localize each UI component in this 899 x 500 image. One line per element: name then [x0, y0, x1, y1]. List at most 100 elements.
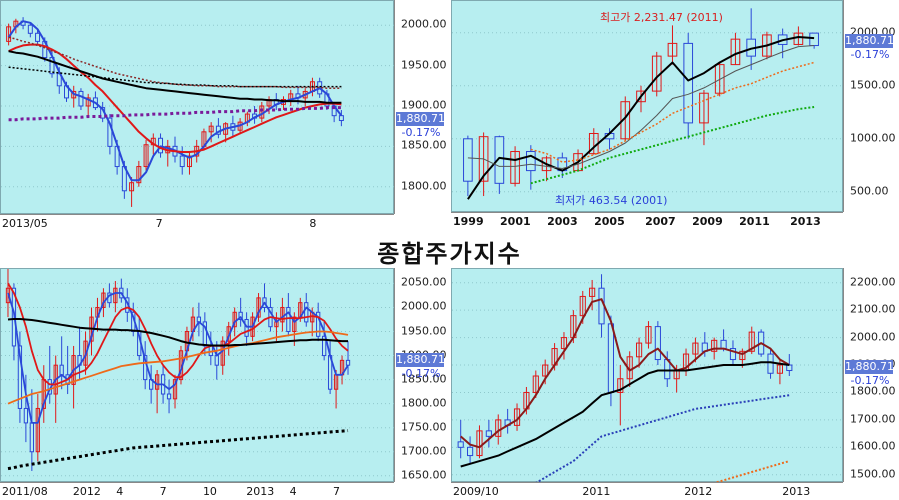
candle-body-30	[739, 350, 746, 361]
yearly-chart	[452, 8, 844, 200]
x-tick-label-6: 2011	[739, 215, 770, 228]
series-line-2	[7, 330, 349, 405]
candle-body-1	[467, 446, 474, 457]
y-tick-label-4: 1800.00	[401, 179, 447, 193]
plot-area-weekly-2	[451, 268, 844, 483]
candle-body-52	[316, 311, 321, 337]
series-line-5	[8, 106, 342, 122]
candle-body-5	[541, 157, 552, 172]
x-tick-label-1: 2012	[72, 485, 101, 498]
y-axis-weekly-1: 2050.002000.001950.001900.001850.001800.…	[394, 268, 449, 482]
candle-body-13	[667, 42, 678, 57]
candle-body-3	[485, 430, 492, 437]
candle-body-50	[304, 302, 309, 323]
last-price-badge: 1,880.71	[845, 360, 894, 374]
x-tick-label-3: 7	[159, 485, 167, 498]
series-line-3	[530, 106, 815, 185]
series-line-4	[7, 429, 349, 471]
x-axis-daily: 2013/05 7 8	[0, 214, 394, 232]
series-line-2	[530, 61, 815, 163]
plot-area-weekly-1	[0, 268, 395, 482]
x-tick-label-7: 7	[332, 485, 340, 498]
y-tick-label-7: 1500.00	[850, 467, 896, 481]
candle-body-3	[27, 24, 33, 34]
x-tick-label-3: 2005	[594, 215, 625, 228]
daily-chart	[1, 17, 395, 207]
y-tick-label-0: 2200.00	[850, 275, 896, 289]
x-tick-label-4: 10	[202, 485, 217, 498]
y-tick-label-1: 1500.00	[850, 78, 896, 92]
x-tick-label-4: 2007	[645, 215, 676, 228]
candle-body-17	[617, 378, 624, 393]
candle-body-39	[238, 311, 243, 320]
series-line-3	[710, 460, 790, 483]
candle-body-8	[532, 375, 539, 393]
y-tick-label-7: 1700.00	[401, 444, 447, 458]
candle-body-47	[286, 306, 291, 333]
y-tick-label-5: 1800.00	[401, 396, 447, 410]
candle-body-57	[345, 359, 351, 366]
candle-body-11	[560, 337, 568, 350]
panel-weekly-2: 2200.002100.002000.001900.001800.001700.…	[451, 268, 899, 500]
candle-body-4	[35, 32, 41, 42]
candle-body-10	[78, 90, 84, 107]
annotation-high-label: 최고가	[600, 11, 631, 24]
candle-body-25	[186, 155, 192, 168]
y-tick-label-6: 1600.00	[850, 439, 896, 453]
weekly-2-chart	[452, 274, 844, 483]
x-tick-label-1: 2011	[582, 485, 611, 498]
x-tick-label-1: 2001	[500, 215, 531, 228]
candle-body-0	[463, 138, 473, 182]
series-line-1	[7, 282, 349, 386]
x-tick-label-5: 2013	[246, 485, 275, 498]
candle-body-0	[457, 441, 464, 448]
y-tick-label-3: 500.00	[850, 184, 889, 198]
x-tick-label-0: 2009/10	[453, 485, 499, 498]
annotation-low: 최저가 463.54 (2001)	[555, 192, 667, 208]
y-tick-label-0: 2050.00	[401, 275, 447, 289]
candle-body-13	[579, 295, 586, 317]
candle-body-2	[476, 430, 483, 457]
x-tick-label-5: 2009	[692, 215, 723, 228]
candle-body-48	[292, 316, 297, 333]
series-line-3	[7, 318, 348, 347]
candle-body-3	[510, 151, 520, 184]
y-tick-label-8: 1650.00	[401, 468, 447, 482]
candle-body-35	[214, 355, 219, 366]
candle-body-28	[172, 379, 178, 400]
candle-body-8	[53, 364, 58, 395]
x-tick-label-2: 2012	[684, 485, 713, 498]
series-line-1	[467, 45, 815, 169]
candle-body-2	[494, 136, 505, 184]
candle-body-4	[525, 151, 536, 172]
x-tick-label-7: 2013	[790, 215, 821, 228]
change-percent: -0.17%	[401, 126, 441, 139]
candle-body-19	[143, 144, 149, 168]
candle-body-11	[85, 97, 91, 107]
x-tick-label-0: 1999	[453, 215, 484, 228]
y-axis-daily: 2000.00 1950.00 1900.00 1850.00 1800.00 1,880…	[394, 0, 449, 214]
candle-body-11	[71, 355, 76, 385]
candle-body-31	[748, 331, 755, 352]
weekly-1-chart	[1, 269, 395, 477]
change-percent: -0.17%	[850, 374, 890, 387]
candle-body-29	[729, 348, 737, 361]
series-line-2	[533, 394, 790, 483]
candle-body-14	[589, 287, 596, 297]
x-tick-label-3: 2013	[782, 485, 811, 498]
change-percent: -0.17%	[850, 48, 890, 61]
y-tick-label-6: 1750.00	[401, 420, 447, 434]
x-tick-label-2: 2003	[547, 215, 578, 228]
candle-body-35	[786, 364, 793, 372]
candle-body-14	[683, 42, 694, 124]
candle-body-27	[166, 393, 172, 400]
candle-body-2	[17, 345, 23, 409]
y-axis-weekly-2: 2200.002100.002000.001900.001800.001700.…	[843, 268, 899, 482]
annotation-low-value: 463.54 (2001)	[588, 194, 668, 207]
candle-body-16	[714, 64, 725, 94]
y-axis-yearly: 2000.00 1500.00 1000.00 500.00 1,880.71 -0.17…	[843, 0, 899, 212]
x-axis-weekly-1: 2011/08 2012 4 7 10 2013 4 7	[0, 482, 394, 500]
y-tick-label-1: 2100.00	[850, 302, 896, 316]
candle-body-9	[59, 364, 64, 376]
last-price-badge: 1,880.71	[396, 353, 445, 367]
